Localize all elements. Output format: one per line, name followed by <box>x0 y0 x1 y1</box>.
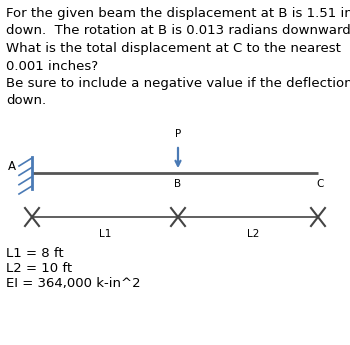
Text: L1 = 8 ft: L1 = 8 ft <box>6 247 64 260</box>
Text: EI = 364,000 k-in^2: EI = 364,000 k-in^2 <box>6 277 141 290</box>
Text: For the given beam the displacement at B is 1.51 in
down.  The rotation at B is : For the given beam the displacement at B… <box>6 7 350 108</box>
Text: L2 = 10 ft: L2 = 10 ft <box>6 262 72 275</box>
Text: L2: L2 <box>247 229 259 239</box>
Text: P: P <box>175 129 181 139</box>
Text: C: C <box>316 179 323 189</box>
Text: B: B <box>174 179 182 189</box>
Text: L1: L1 <box>99 229 111 239</box>
Text: A: A <box>8 160 16 174</box>
